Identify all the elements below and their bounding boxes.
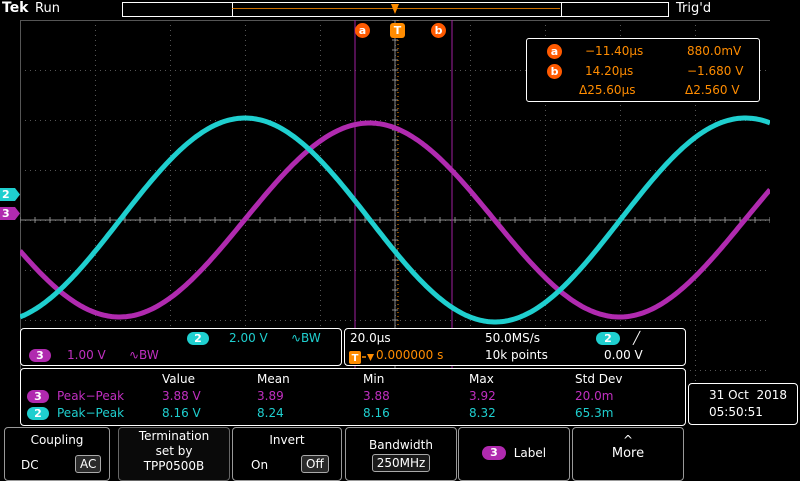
- vertical-settings-panel[interactable]: 2 2.00 V ∿BW 3 1.00 V ∿BW: [20, 328, 342, 366]
- termination-line-2: set by: [155, 444, 193, 458]
- invert-label: Invert: [269, 433, 305, 447]
- datetime-display: 31 Oct 2018 05:50:51: [688, 383, 798, 425]
- trigger-position-icon: [391, 4, 399, 14]
- invert-off-option[interactable]: Off: [301, 455, 329, 473]
- meas-row-mean: 8.24: [257, 406, 284, 420]
- ch3-bandwidth-icon: ∿BW: [129, 348, 159, 362]
- more-arrow-icon: ^: [622, 433, 634, 447]
- label-channel-badge: 3: [481, 445, 506, 460]
- meas-row-min: 3.88: [363, 389, 390, 403]
- meas-row-max: 3.92: [469, 389, 496, 403]
- cursor-readout: a −11.40μs 880.0mV b 14.20μs −1.680 V Δ2…: [526, 38, 760, 102]
- ch3-number-badge: 3: [29, 349, 51, 362]
- meas-header-mean: Mean: [257, 372, 290, 386]
- trigger-delay: 0.000000 s: [376, 348, 444, 362]
- cursor-delta-value: Δ2.560 V: [685, 83, 740, 97]
- trigger-slope-icon: ╱: [633, 331, 641, 345]
- cursor-b-time: 14.20μs: [585, 64, 634, 78]
- cursor-a-marker[interactable]: a: [355, 23, 370, 38]
- bandwidth-button[interactable]: Bandwidth 250MHz: [345, 427, 457, 481]
- meas-row-value: 3.88 V: [162, 389, 201, 403]
- horizontal-trigger-panel[interactable]: 20.0μs 50.0MS/s 2 ╱ T 0.000000 s 10k poi…: [344, 328, 686, 366]
- trigger-source-badge: 2: [596, 332, 620, 345]
- label-text: Label: [513, 445, 547, 460]
- date: 31 Oct 2018: [709, 388, 787, 402]
- cursor-b-marker[interactable]: b: [431, 23, 446, 38]
- meas-row-name: Peak−Peak: [57, 406, 125, 420]
- meas-row-stddev: 65.3m: [575, 406, 614, 420]
- meas-row-value: 8.16 V: [162, 406, 201, 420]
- trigger-level: 0.00 V: [604, 348, 643, 362]
- cursor-b-value: −1.680 V: [687, 64, 744, 78]
- ch3-volts-per-div: 1.00 V: [67, 348, 106, 362]
- run-state: Run: [35, 1, 60, 16]
- invert-on-option[interactable]: On: [251, 458, 269, 472]
- meas-row-name: Peak−Peak: [57, 389, 125, 403]
- meas-row-max: 8.32: [469, 406, 496, 420]
- trigger-delay-icon: T: [349, 349, 375, 364]
- svg-text:T: T: [352, 353, 359, 364]
- ch2-volts-per-div: 2.00 V: [229, 331, 268, 345]
- meas-row-channel-badge: 2: [27, 407, 49, 420]
- cursor-a-value: 880.0mV: [687, 44, 742, 58]
- table-row[interactable]: 3 Peak−Peak 3.88 V 3.89 3.88 3.92 20.0m: [21, 389, 685, 405]
- coupling-dc-option[interactable]: DC: [21, 458, 39, 472]
- table-row[interactable]: 2 Peak−Peak 8.16 V 8.24 8.16 8.32 65.3m: [21, 406, 685, 422]
- cursor-delta-time: Δ25.60μs: [579, 83, 636, 97]
- more-label: More: [611, 446, 645, 461]
- cursor-a-time: −11.40μs: [585, 44, 644, 58]
- channel-3-ground-marker[interactable]: 3: [0, 207, 20, 220]
- sample-rate: 50.0MS/s: [485, 331, 540, 345]
- bandwidth-label: Bandwidth: [369, 438, 433, 452]
- brand-logo: Tek: [2, 0, 29, 16]
- trigger-marker[interactable]: T: [390, 23, 405, 38]
- bandwidth-value: 250MHz: [371, 454, 431, 472]
- readout-a-badge: a: [547, 44, 562, 59]
- invert-button[interactable]: Invert On Off: [232, 427, 342, 481]
- channel-3-waveform: [20, 120, 770, 320]
- meas-row-channel-badge: 3: [27, 390, 49, 403]
- timebase-per-div: 20.0μs: [350, 331, 391, 345]
- meas-row-min: 8.16: [363, 406, 390, 420]
- meas-header-min: Min: [363, 372, 385, 386]
- termination-probe: TPP0500B: [143, 459, 205, 473]
- meas-header-stddev: Std Dev: [575, 372, 623, 386]
- time: 05:50:51: [709, 405, 763, 419]
- status-bar: Tek Run Trig'd: [0, 0, 800, 20]
- channel-2-ground-marker[interactable]: 2: [0, 188, 20, 201]
- meas-row-stddev: 20.0m: [575, 389, 614, 403]
- ch2-bandwidth-icon: ∿BW: [291, 331, 321, 345]
- termination-line-1: Termination: [138, 429, 210, 443]
- coupling-ac-option[interactable]: AC: [75, 455, 102, 473]
- meas-header-max: Max: [469, 372, 494, 386]
- record-view-window[interactable]: [232, 2, 562, 17]
- channel-2-waveform: [20, 115, 770, 325]
- termination-button[interactable]: Termination set by TPP0500B: [118, 427, 230, 481]
- trigger-state: Trig'd: [676, 1, 712, 16]
- label-button[interactable]: 3 Label: [458, 427, 570, 481]
- trigger-position-marker-top[interactable]: [390, 1, 400, 17]
- meas-row-mean: 3.89: [257, 389, 284, 403]
- readout-b-badge: b: [547, 64, 562, 79]
- measurements-panel[interactable]: Value Mean Min Max Std Dev 3 Peak−Peak 3…: [20, 368, 686, 426]
- ch2-number-badge: 2: [187, 332, 209, 345]
- coupling-label: Coupling: [30, 433, 84, 447]
- meas-header-value: Value: [162, 372, 195, 386]
- record-length: 10k points: [485, 348, 548, 362]
- coupling-button[interactable]: Coupling DC AC: [4, 427, 110, 481]
- more-button[interactable]: ^ More: [572, 427, 684, 481]
